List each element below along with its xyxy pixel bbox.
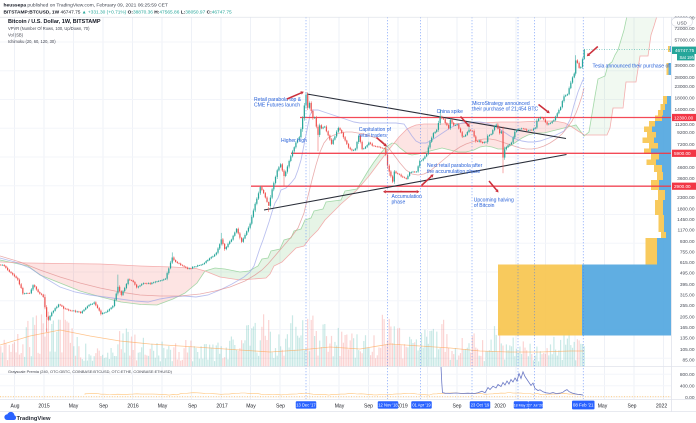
svg-text:BITSTAMP:BTCUSD, 1W 46747.75 ▲: BITSTAMP:BTCUSD, 1W 46747.75 ▲ +331.30 (… — [4, 10, 233, 16]
svg-text:Sep: Sep — [188, 403, 197, 409]
svg-text:VPVR (Number Of Rows, 100, Up/: VPVR (Number Of Rows, 100, Up/Down, 70) — [8, 26, 90, 31]
svg-text:USD: USD — [677, 21, 687, 26]
svg-text:9200.00: 9200.00 — [677, 130, 695, 136]
svg-text:08 Feb ′21: 08 Feb ′21 — [573, 403, 594, 408]
svg-text:Next retail parabola after: Next retail parabola after — [427, 163, 483, 169]
svg-text:2017: 2017 — [216, 403, 227, 409]
svg-text:39000.00: 39000.00 — [674, 63, 694, 69]
svg-text:11200.00: 11200.00 — [675, 122, 695, 128]
svg-text:Sep: Sep — [99, 403, 108, 409]
svg-text:1170.00: 1170.00 — [678, 227, 695, 233]
svg-text:01 Apr ′19: 01 Apr ′19 — [412, 402, 431, 407]
svg-text:Bitcoin / U.S. Dollar, 1W, BIT: Bitcoin / U.S. Dollar, 1W, BITSTAMP — [8, 19, 101, 25]
svg-text:Capitulation of: Capitulation of — [359, 127, 392, 133]
svg-text:395.00: 395.00 — [680, 282, 695, 288]
svg-text:755.00: 755.00 — [680, 249, 695, 255]
svg-text:MicroStrategy announced: MicroStrategy announced — [472, 101, 530, 107]
svg-text:46747.75: 46747.75 — [675, 48, 695, 53]
svg-text:400.00: 400.00 — [680, 384, 695, 390]
svg-text:May: May — [69, 403, 79, 409]
svg-text:72000.00: 72000.00 — [674, 26, 694, 32]
svg-text:Accumulation: Accumulation — [392, 194, 422, 200]
svg-text:5900.00: 5900.00 — [674, 151, 691, 156]
svg-text:Higher high: Higher high — [281, 138, 307, 144]
svg-text:TradingView: TradingView — [17, 416, 52, 422]
svg-text:2900.00: 2900.00 — [674, 184, 691, 189]
svg-text:Sep: Sep — [452, 403, 461, 409]
svg-text:Sep: Sep — [276, 403, 285, 409]
svg-text:Sep: Sep — [364, 403, 373, 409]
svg-text:315.00: 315.00 — [680, 292, 695, 298]
svg-text:Vol (SB): Vol (SB) — [8, 33, 24, 38]
svg-text:800.00: 800.00 — [680, 372, 695, 378]
svg-text:23 Oct ′19: 23 Oct ′19 — [471, 402, 490, 407]
svg-text:2015: 2015 — [38, 403, 49, 409]
svg-text:14000.00: 14000.00 — [674, 107, 694, 113]
svg-text:3600.00: 3600.00 — [677, 176, 695, 182]
svg-text:2020: 2020 — [494, 403, 505, 409]
svg-text:Upcoming halving: Upcoming halving — [474, 197, 514, 203]
svg-text:495.00: 495.00 — [680, 270, 695, 276]
svg-text:135.00: 135.00 — [680, 335, 695, 341]
svg-text:13 Dec ′17: 13 Dec ′17 — [296, 402, 316, 407]
svg-text:May: May — [158, 403, 168, 409]
svg-text:Sep: Sep — [627, 403, 636, 409]
svg-text:23000.00: 23000.00 — [674, 84, 694, 90]
svg-text:Retail parabola top &: Retail parabola top & — [254, 97, 302, 103]
svg-text:930.00: 930.00 — [680, 239, 695, 245]
svg-text:May: May — [335, 403, 345, 409]
svg-text:7200.00: 7200.00 — [677, 142, 695, 148]
svg-text:1450.00: 1450.00 — [677, 217, 695, 223]
svg-text:the accumulation phase: the accumulation phase — [427, 169, 481, 175]
svg-text:China spike: China spike — [437, 109, 464, 115]
svg-text:May: May — [598, 403, 608, 409]
svg-text:57000.00: 57000.00 — [674, 37, 694, 43]
svg-text:0.00: 0.00 — [685, 395, 695, 401]
svg-text:12300.00: 12300.00 — [674, 115, 694, 120]
svg-text:Tesla announced their purchase: Tesla announced their purchase of — [593, 64, 671, 70]
svg-text:615.00: 615.00 — [680, 260, 695, 266]
svg-text:18 May 2: 18 May 2 — [514, 403, 529, 407]
svg-text:of Bitcoin: of Bitcoin — [474, 203, 495, 209]
svg-text:heussepa published on TradingV: heussepa published on TradingView.com, F… — [4, 2, 168, 8]
svg-text:18000.00: 18000.00 — [674, 95, 694, 101]
svg-text:1800.00: 1800.00 — [677, 206, 695, 212]
svg-text:phase: phase — [392, 200, 406, 206]
svg-text:205.00: 205.00 — [680, 314, 695, 320]
svg-text:165.00: 165.00 — [680, 325, 695, 331]
svg-text:85.00: 85.00 — [682, 357, 694, 363]
svg-text:Sat 19h: Sat 19h — [680, 55, 695, 60]
svg-text:4600.00: 4600.00 — [677, 165, 695, 171]
svg-text:Grayscale Premia (240, OTC:GBT: Grayscale Premia (240, OTC:GBTC, COINBAS… — [8, 369, 173, 374]
svg-text:May: May — [246, 403, 256, 409]
svg-text:28000.00: 28000.00 — [674, 75, 694, 81]
svg-text:2016: 2016 — [127, 403, 138, 409]
svg-text:Aug: Aug — [10, 403, 19, 409]
svg-text:2022: 2022 — [656, 403, 667, 409]
svg-text:their purchase of 21,454 BTC: their purchase of 21,454 BTC — [472, 107, 538, 113]
svg-text:2019: 2019 — [396, 403, 407, 409]
svg-text:255.00: 255.00 — [680, 303, 695, 309]
svg-text:27 Jul ′20: 27 Jul ′20 — [528, 403, 543, 407]
svg-text:12 Nov ′18: 12 Nov ′18 — [378, 402, 398, 407]
svg-text:Ichimoku (20, 60, 120, 30): Ichimoku (20, 60, 120, 30) — [8, 39, 56, 44]
svg-text:retail traders: retail traders — [359, 133, 388, 139]
svg-text:105.00: 105.00 — [680, 347, 695, 353]
svg-text:2300.00: 2300.00 — [677, 195, 695, 201]
svg-text:CME Futures launch: CME Futures launch — [254, 103, 300, 109]
